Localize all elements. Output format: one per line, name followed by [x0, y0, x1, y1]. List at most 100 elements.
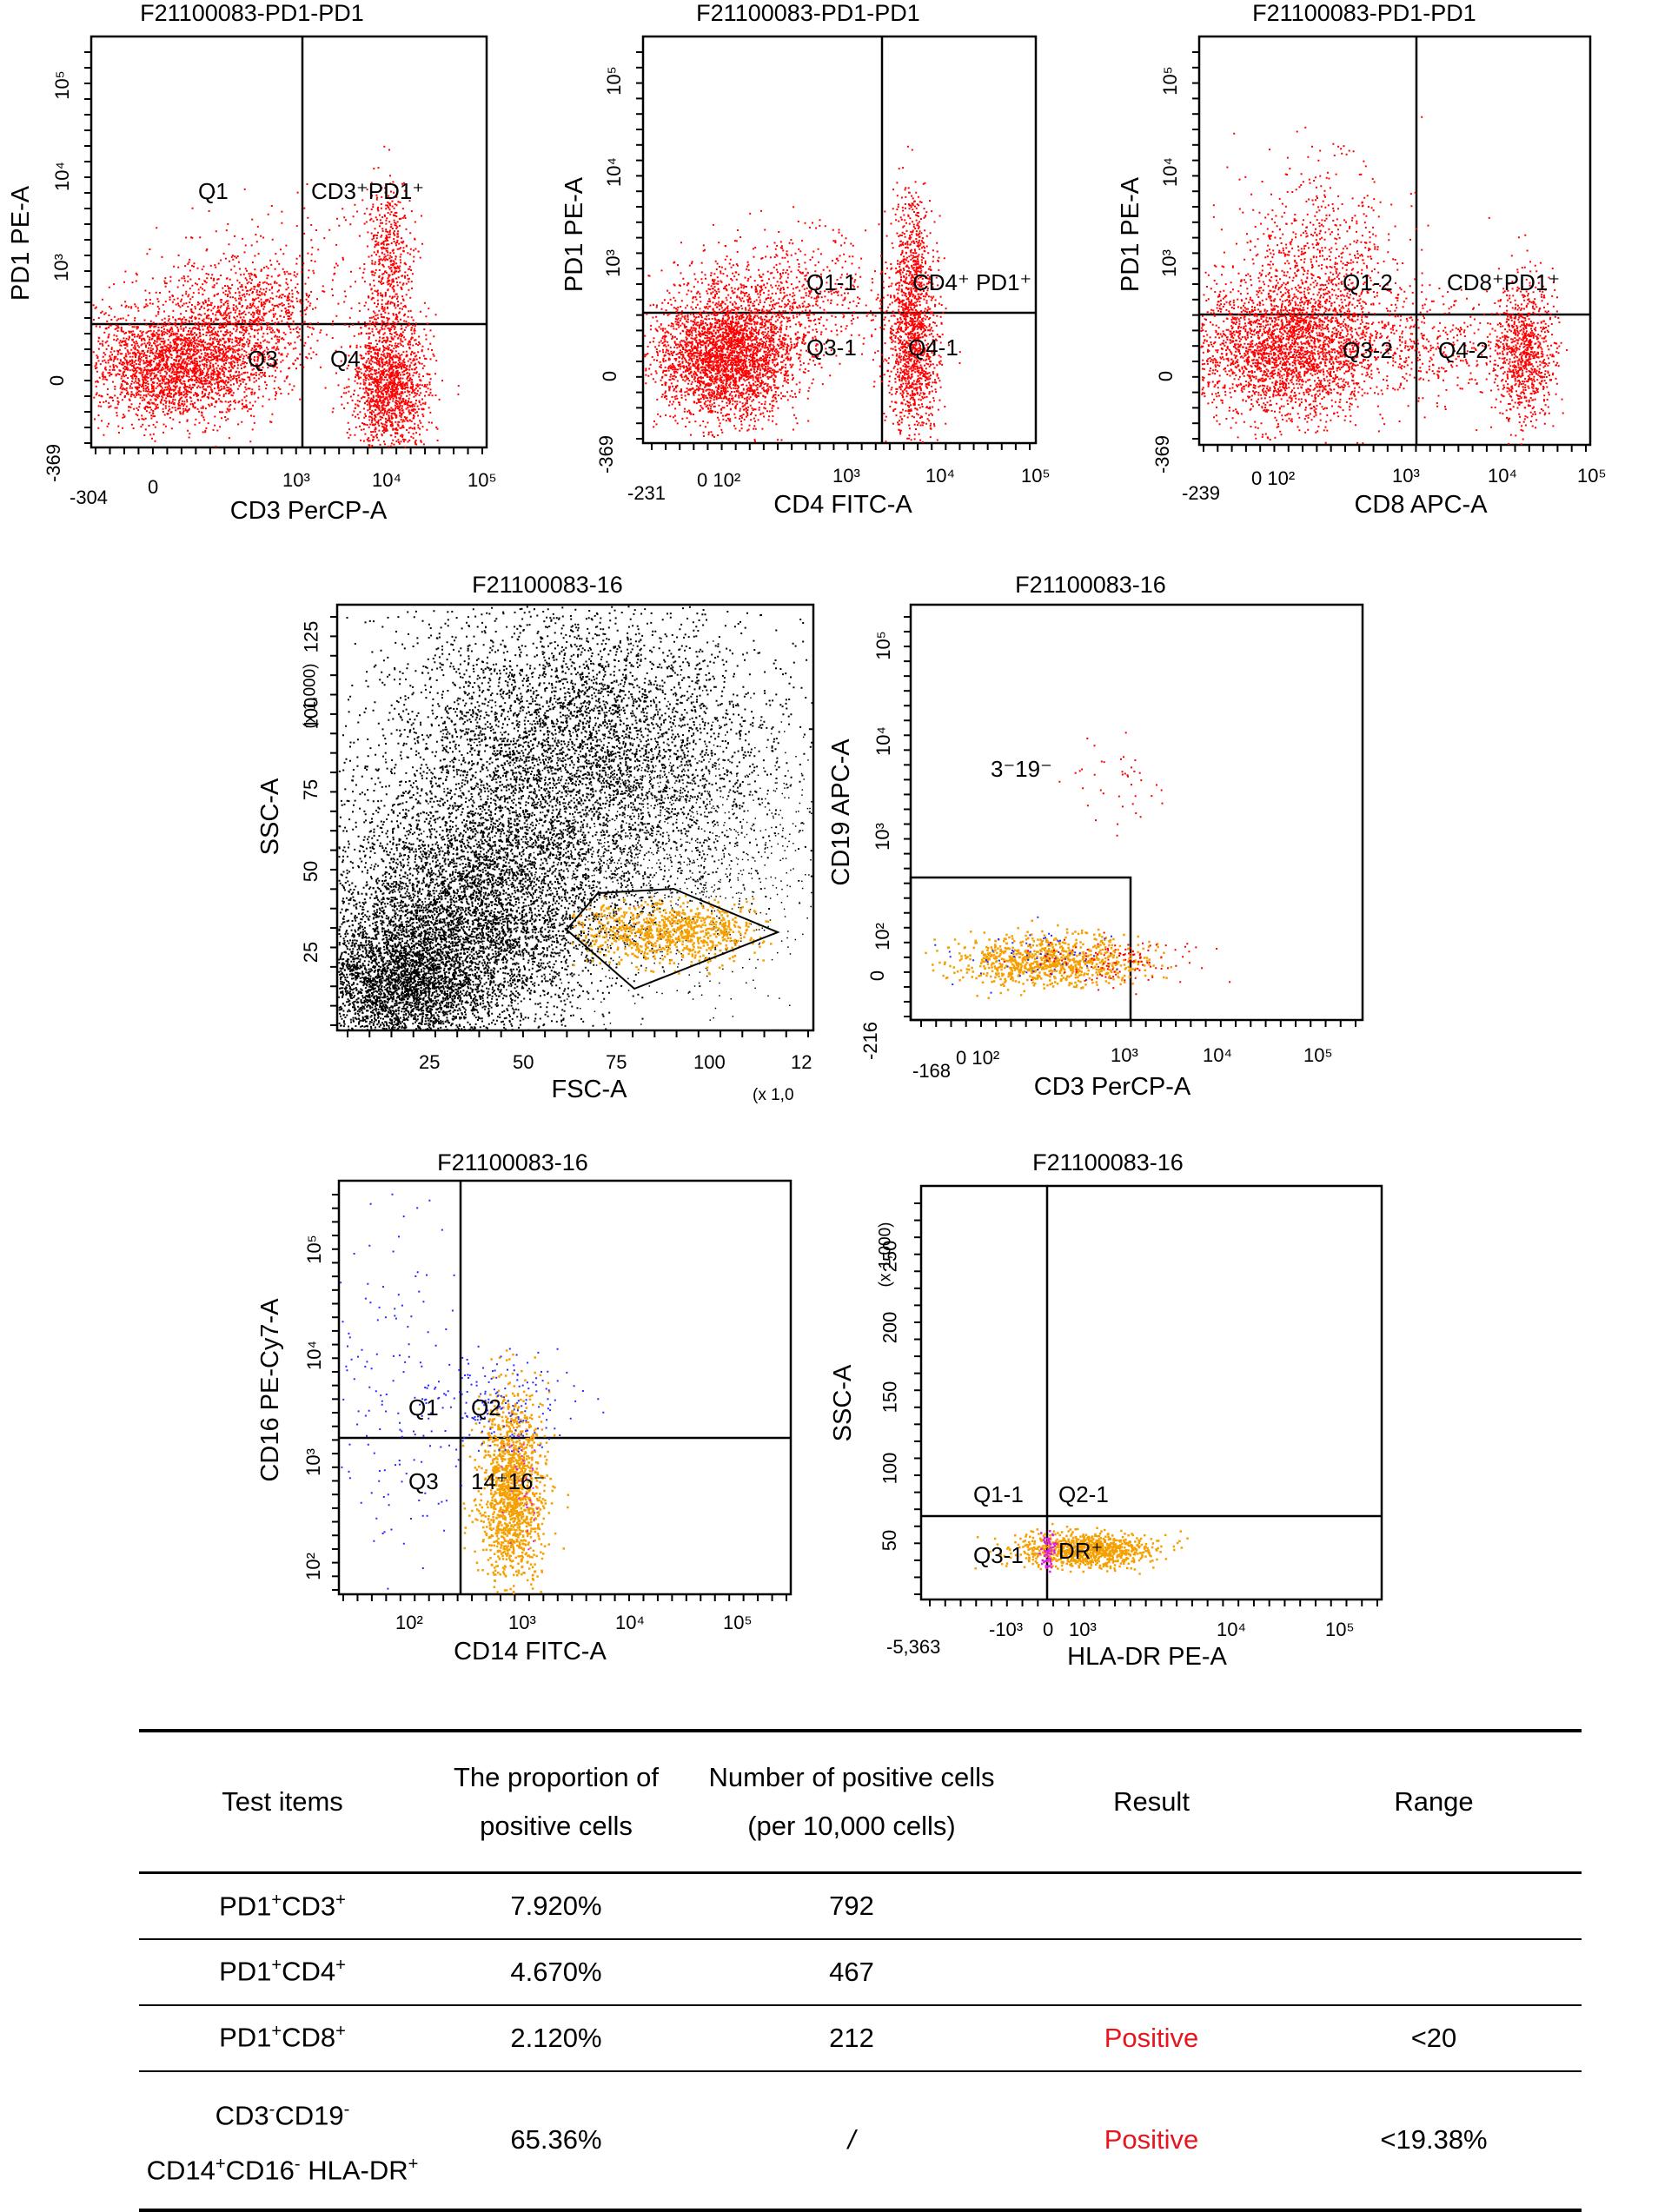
scatter-area [904, 603, 1364, 1027]
quadrant-label-q2: CD3⁺PD1⁺ [311, 178, 425, 204]
y-multiplier: (x 1,000) [301, 663, 320, 729]
x-tick: 10² [395, 1612, 423, 1633]
x-multiplier: (x 1,0 [753, 1086, 794, 1104]
plot-title: F21100083-PD1-PD1 [696, 0, 920, 26]
scatter-area [332, 1179, 793, 1601]
y-tick: 10⁵ [872, 631, 894, 660]
y-tick: 10² [871, 923, 893, 950]
y-tick: 200 [879, 1311, 901, 1344]
plot-title: F21100083-PD1-PD1 [140, 0, 364, 26]
table-row: PD1+CD3+ 7.920% 792 [139, 1872, 1582, 1940]
quadrant-label-q1: Q1 [198, 178, 229, 204]
x-tick: -239 [1182, 482, 1221, 504]
x-tick: 10⁴ [1488, 465, 1517, 487]
plot-fsc-ssc: F21100083-16 25 50 75 100 12 (x 1,0 25 5… [256, 565, 834, 1112]
y-axis-label: PD1 PE-A [7, 185, 35, 301]
event-dots [878, 145, 947, 363]
x-tick: 10⁵ [1325, 1619, 1355, 1640]
event-dots [571, 895, 773, 983]
plot-cd4-pd1: F21100083-PD1-PD1 Q1-1 CD4⁺ PD1⁺ Q3-1 Q4… [556, 0, 1112, 539]
lymphocyte-gate[interactable] [565, 887, 780, 990]
x-tick: 10⁵ [723, 1612, 753, 1633]
x-tick: -304 [70, 487, 109, 508]
x-tick: 10⁴ [925, 465, 955, 487]
gate-label: 3⁻19⁻ [991, 756, 1052, 782]
quadrant-label-q3: Q3-1 [806, 334, 857, 361]
x-tick: 0 10² [956, 1047, 1000, 1069]
y-axis-label: SSC-A [829, 1364, 857, 1442]
x-tick: 10³ [508, 1612, 536, 1633]
x-tick: 10⁴ [372, 469, 401, 491]
x-tick: 10⁴ [615, 1612, 645, 1633]
x-tick: -5,363 [886, 1636, 941, 1658]
y-tick: 10⁴ [602, 157, 625, 187]
y-axis-label: PD1 PE-A [1117, 176, 1144, 293]
y-tick: 10⁵ [1158, 66, 1181, 96]
cell-range [1286, 1938, 1582, 2006]
x-axis-label: CD3 PerCP-A [1033, 1073, 1191, 1101]
cd3-cd19-negative-gate [909, 876, 1132, 1022]
plot-title: F21100083-16 [472, 572, 623, 598]
event-dots [1038, 1530, 1058, 1573]
quadrant-label-q2: CD4⁺ PD1⁺ [912, 269, 1032, 295]
plot-cd8-pd1: F21100083-PD1-PD1 Q1-2 CD8⁺PD1⁺ Q3-2 Q4-… [1112, 0, 1658, 539]
header-proportion: The proportion of positive cells [426, 1729, 686, 1874]
event-dots [338, 706, 769, 1031]
event-dots [349, 145, 430, 363]
event-dots [340, 1193, 490, 1590]
y-tick: 0 [1155, 370, 1177, 382]
event-dots [461, 1349, 569, 1594]
quadrant-label-q4: DR⁺ [1058, 1538, 1104, 1564]
x-tick: 10⁵ [1021, 465, 1051, 487]
scatter-area [84, 35, 488, 454]
x-tick: 10³ [1111, 1044, 1138, 1066]
y-tick: 0 [866, 970, 889, 982]
y-tick: 10⁴ [50, 162, 73, 191]
event-dots [1058, 732, 1164, 837]
plot-cd14-cd16: F21100083-16 Q1 Q2 Q3 14⁺16⁻ 10² 10³ 10⁴… [243, 1142, 817, 1681]
y-multiplier: (x 1,000) [876, 1222, 895, 1288]
x-tick: 10⁴ [1203, 1044, 1232, 1066]
x-tick: -231 [627, 482, 667, 504]
x-tick: 10⁵ [1303, 1044, 1333, 1066]
quadrant-label-q2: Q2 [471, 1394, 501, 1421]
event-dots [934, 916, 1118, 994]
plot-hladr-ssc: F21100083-16 Q1-1 Q2-1 Q3-1 DR⁺ -5,363 -… [829, 1142, 1408, 1681]
y-tick: 25 [300, 941, 322, 964]
x-axis-label: CD4 FITC-A [773, 491, 912, 519]
y-axis-label: CD16 PE-Cy7-A [256, 1298, 284, 1482]
quadrant-label-q3: Q3-1 [973, 1542, 1024, 1568]
y-tick: 75 [300, 778, 322, 801]
cell-number: 212 [686, 2004, 1017, 2072]
y-tick: 10³ [871, 823, 893, 851]
plot-title: F21100083-16 [1032, 1149, 1184, 1176]
y-tick: 50 [300, 860, 322, 883]
results-table: Test items The proportion of positive cel… [139, 1729, 1582, 2212]
scatter-area [330, 603, 815, 1037]
event-dots [338, 864, 558, 1031]
y-tick: -369 [1151, 434, 1174, 474]
x-tick: 12 [791, 1051, 812, 1073]
cell-test-item: PD1+CD8+ [139, 2004, 426, 2072]
y-tick: 10⁵ [602, 66, 625, 96]
x-tick: 10³ [1069, 1619, 1097, 1640]
header-number: Number of positive cells (per 10,000 cell… [686, 1729, 1017, 1874]
x-tick: 10³ [282, 469, 310, 491]
header-test-items: Test items [139, 1729, 426, 1874]
y-tick: 10⁴ [872, 726, 894, 756]
x-tick: -168 [912, 1060, 952, 1082]
event-dots [338, 606, 814, 1014]
table-header-row: Test items The proportion of positive cel… [139, 1729, 1582, 1874]
quadrant-label-q4: 14⁺16⁻ [471, 1468, 546, 1494]
x-tick: 10³ [832, 465, 860, 487]
y-tick: -369 [595, 434, 618, 474]
x-tick: 10⁵ [468, 469, 497, 491]
cell-test-item: PD1+CD3+ [139, 1872, 426, 1940]
y-tick: 50 [879, 1529, 901, 1552]
cell-result: Positive [1017, 2070, 1286, 2212]
plot-title: F21100083-PD1-PD1 [1252, 0, 1476, 26]
x-axis-label: HLA-DR PE-A [1067, 1643, 1227, 1671]
quadrant-label-q3: Q3-2 [1343, 337, 1393, 363]
quadrant-label-q4: Q4-2 [1438, 337, 1489, 363]
cell-range: <19.38% [1286, 2070, 1582, 2212]
